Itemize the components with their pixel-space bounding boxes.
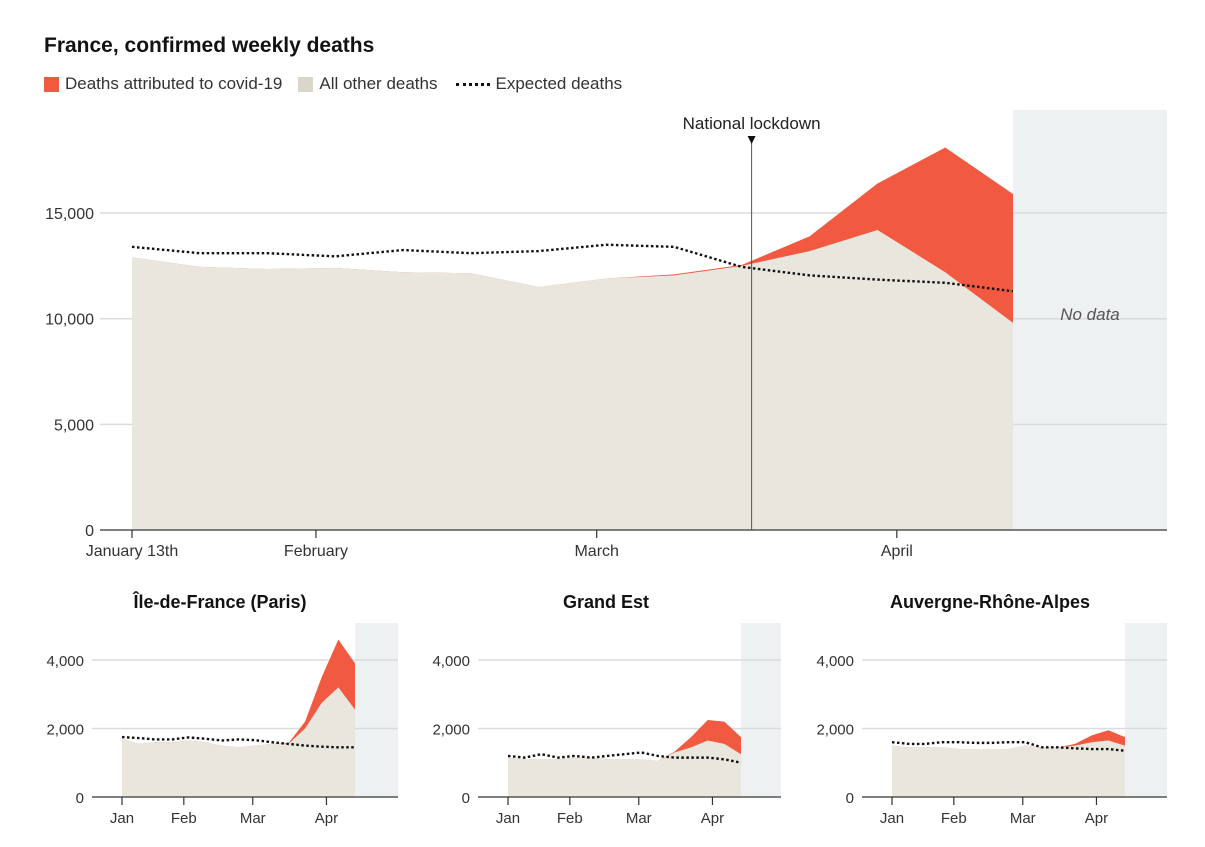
x-tick-label: March	[574, 543, 618, 560]
x-tick-label: April	[881, 543, 913, 560]
legend-label-covid: Deaths attributed to covid-19	[65, 74, 283, 93]
y-tick-label: 0	[846, 790, 854, 807]
no-data-label: No data	[1060, 305, 1120, 324]
expected-deaths-line	[891, 741, 1126, 752]
legend-swatch-other	[298, 76, 314, 92]
expected-deaths-line	[131, 243, 1014, 293]
y-tick-label: 2,000	[46, 722, 84, 739]
lockdown-arrow-icon	[747, 136, 756, 144]
y-tick-label: 2,000	[816, 722, 854, 739]
legend-label-other: All other deaths	[319, 74, 438, 93]
no-data-region	[1013, 110, 1167, 530]
no-data-region	[1125, 623, 1167, 797]
y-tick-label: 15,000	[45, 206, 94, 223]
legend-swatch-expected	[455, 82, 490, 86]
no-data-region	[355, 623, 398, 797]
y-tick-label: 4,000	[432, 653, 470, 670]
expected-deaths-line	[507, 751, 742, 764]
other-deaths-area	[132, 229, 1013, 531]
x-tick-label: Mar	[1010, 810, 1036, 827]
panel-title: Auvergne-Rhône-Alpes	[890, 592, 1090, 612]
no-data-region	[741, 623, 781, 797]
x-tick-label: Mar	[240, 810, 266, 827]
x-tick-label: Jan	[110, 810, 134, 827]
x-tick-label: January 13th	[86, 543, 179, 560]
y-tick-label: 0	[462, 790, 470, 807]
expected-deaths-line	[121, 735, 355, 749]
y-tick-label: 10,000	[45, 312, 94, 329]
x-tick-label: Feb	[557, 810, 583, 827]
legend-swatch-covid	[44, 76, 59, 92]
y-tick-label: 2,000	[432, 722, 470, 739]
y-tick-label: 0	[85, 523, 94, 540]
y-tick-label: 4,000	[816, 653, 854, 670]
legend-label-expected: Expected deaths	[495, 74, 623, 93]
x-tick-label: Jan	[880, 810, 904, 827]
x-tick-label: Apr	[701, 810, 724, 827]
x-tick-label: Mar	[626, 810, 652, 827]
chart-title: France, confirmed weekly deaths	[44, 34, 375, 57]
other-deaths-area	[508, 740, 741, 797]
x-tick-label: Apr	[1085, 810, 1108, 827]
y-tick-label: 5,000	[54, 417, 94, 434]
x-tick-label: February	[284, 543, 348, 560]
y-tick-label: 4,000	[46, 653, 84, 670]
x-tick-label: Jan	[496, 810, 520, 827]
x-tick-label: Feb	[171, 810, 197, 827]
x-tick-label: Feb	[941, 810, 967, 827]
legend: Deaths attributed to covid-19 All other …	[44, 74, 622, 94]
y-tick-label: 0	[76, 790, 84, 807]
panel-title: Île-de-France (Paris)	[132, 591, 306, 612]
other-deaths-area	[892, 740, 1125, 797]
other-deaths-area	[122, 687, 355, 797]
panel-title: Grand Est	[563, 592, 649, 612]
x-tick-label: Apr	[315, 810, 338, 827]
lockdown-annotation: National lockdown	[683, 114, 821, 133]
